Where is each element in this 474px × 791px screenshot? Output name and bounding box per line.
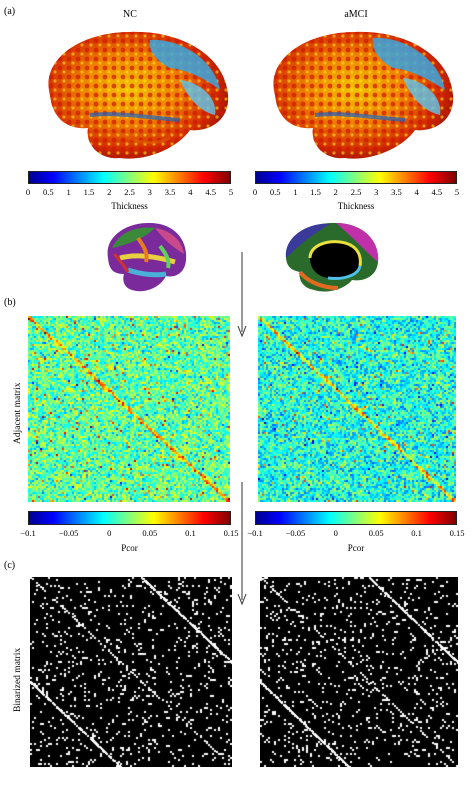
amci-thickness-ticks: 0 0.5 1 1.5 2 2.5 3 3.5 4 4.5 5 <box>252 187 460 199</box>
panel-c-label: (c) <box>4 560 16 571</box>
nc-thickness-tick-10: 5 <box>228 187 234 197</box>
amci-thickness-title: Thickness <box>337 201 375 211</box>
nc-thickness-tick-6: 3 <box>147 187 152 197</box>
arrow-a-to-b <box>237 252 247 338</box>
amci-thickness-tick-5: 2.5 <box>350 187 362 197</box>
amci-thickness-tick-1: 0.5 <box>269 187 281 197</box>
amci-pcor-tick-2: 0 <box>333 528 338 538</box>
nc-thickness-tick-2: 1 <box>66 187 71 197</box>
nc-thickness-tick-5: 2.5 <box>124 187 135 197</box>
nc-thickness-tick-4: 2 <box>107 187 112 197</box>
amci-thickness-tick-2: 1 <box>293 187 298 197</box>
amci-thickness-tick-3: 1.5 <box>310 187 321 197</box>
parcellation-lateral-brain <box>107 222 187 292</box>
nc-pcor-ticks: −0.1 −0.05 0 0.05 0.1 0.15 <box>20 528 238 540</box>
amci-pcor-tick-4: 0.1 <box>411 528 422 538</box>
nc-adjacent-matrix <box>28 316 230 502</box>
adjacent-matrix-ylabel: Adjacent matrix <box>13 382 23 444</box>
nc-pcor-tick-3: 0.05 <box>142 528 158 538</box>
nc-title: NC <box>123 9 137 20</box>
amci-brain-thickness-map <box>273 31 454 159</box>
amci-adjacent-matrix <box>258 316 456 502</box>
nc-pcor-tick-1: −0.05 <box>58 528 79 538</box>
nc-thickness-colorbar <box>28 171 231 184</box>
amci-thickness-tick-9: 4.5 <box>431 187 443 197</box>
nc-thickness-tick-0: 0 <box>25 187 31 197</box>
amci-binarized-matrix <box>260 577 458 767</box>
amci-pcor-tick-5: 0.15 <box>449 528 465 538</box>
nc-thickness-tick-8: 4 <box>188 187 193 197</box>
amci-thickness-tick-0: 0 <box>252 187 258 197</box>
amci-pcor-tick-0: −0.1 <box>247 528 263 538</box>
nc-pcor-tick-5: 0.15 <box>223 528 239 538</box>
parcellation-medial-brain <box>285 222 379 292</box>
nc-brain-thickness-map <box>48 31 229 159</box>
amci-pcor-ticks: −0.1 −0.05 0 0.05 0.1 0.15 <box>247 528 464 540</box>
nc-pcor-tick-0: −0.1 <box>20 528 36 538</box>
amci-thickness-tick-7: 3.5 <box>391 187 402 197</box>
nc-pcor-title: Pcor <box>121 543 138 553</box>
amci-thickness-tick-10: 5 <box>454 187 460 197</box>
panel-b-label: (b) <box>4 297 16 308</box>
amci-pcor-title: Pcor <box>347 543 365 553</box>
nc-thickness-tick-7: 3.5 <box>164 187 176 197</box>
nc-pcor-tick-2: 0 <box>107 528 112 538</box>
amci-thickness-tick-8: 4 <box>414 187 419 197</box>
nc-pcor-tick-4: 0.1 <box>185 528 196 538</box>
nc-thickness-tick-9: 4.5 <box>205 187 216 197</box>
amci-pcor-tick-1: −0.05 <box>285 528 306 538</box>
nc-thickness-title: Thickness <box>111 201 148 211</box>
nc-binarized-matrix <box>30 577 232 767</box>
panel-a-label: (a) <box>4 6 16 17</box>
arrow-b-to-c <box>237 482 247 606</box>
amci-thickness-colorbar <box>255 171 457 184</box>
amci-pcor-tick-3: 0.05 <box>368 528 384 538</box>
nc-thickness-ticks: 0 0.5 1 1.5 2 2.5 3 3.5 4 4.5 5 <box>25 187 234 199</box>
nc-thickness-tick-1: 0.5 <box>42 187 54 197</box>
binarized-matrix-ylabel: Binarized matrix <box>13 647 23 712</box>
amci-title: aMCI <box>344 9 368 20</box>
nc-pcor-colorbar <box>28 511 231 525</box>
amci-thickness-tick-4: 2 <box>333 187 338 197</box>
nc-thickness-tick-3: 1.5 <box>83 187 95 197</box>
amci-thickness-tick-6: 3 <box>374 187 379 197</box>
amci-pcor-colorbar <box>255 511 457 525</box>
